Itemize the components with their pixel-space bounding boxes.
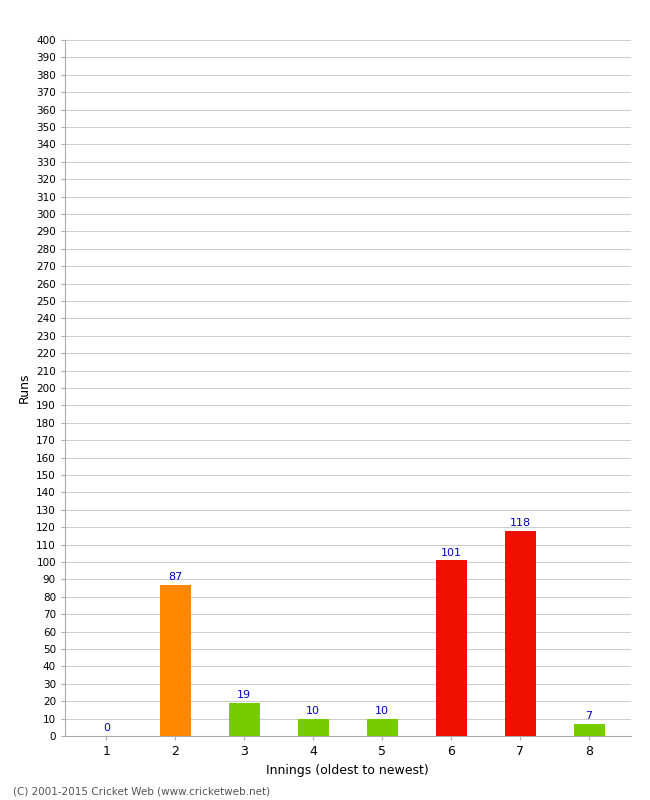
Text: 101: 101 [441, 548, 462, 558]
Text: 10: 10 [306, 706, 320, 716]
Text: (C) 2001-2015 Cricket Web (www.cricketweb.net): (C) 2001-2015 Cricket Web (www.cricketwe… [13, 786, 270, 796]
Text: 118: 118 [510, 518, 530, 528]
Bar [436, 560, 467, 736]
Bar [229, 703, 260, 736]
Text: 10: 10 [375, 706, 389, 716]
Bar [298, 718, 329, 736]
Text: 19: 19 [237, 690, 252, 700]
Text: 87: 87 [168, 572, 183, 582]
Y-axis label: Runs: Runs [18, 373, 31, 403]
Bar [367, 718, 398, 736]
X-axis label: Innings (oldest to newest): Innings (oldest to newest) [266, 763, 429, 777]
Text: 7: 7 [586, 711, 593, 722]
Bar [573, 724, 604, 736]
Text: 0: 0 [103, 723, 110, 734]
Bar [160, 585, 191, 736]
Bar [504, 530, 536, 736]
